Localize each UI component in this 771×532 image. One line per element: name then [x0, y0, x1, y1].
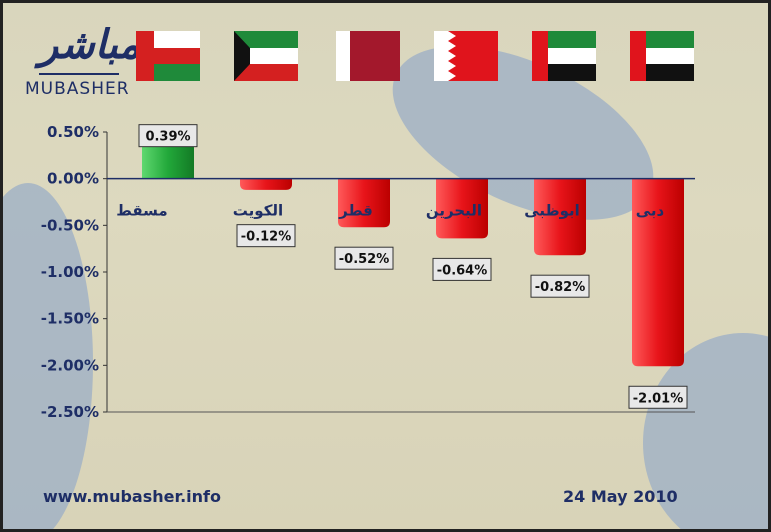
flag-bahrain-icon [434, 31, 498, 81]
data-label-box [530, 274, 590, 298]
category-label: الكويت [233, 202, 283, 220]
flag-oman-icon [136, 31, 200, 81]
y-tick-label: -2.00% [41, 356, 99, 374]
bar [338, 178, 390, 228]
y-tick-label: -0.50% [41, 216, 99, 234]
data-label-box [628, 385, 688, 409]
data-label-box [432, 257, 492, 281]
bar [240, 178, 292, 190]
logo: مباشر [39, 22, 141, 68]
data-label: -2.01% [633, 391, 684, 406]
category-label: دبى [636, 202, 665, 220]
data-label: -0.64% [437, 263, 488, 278]
data-label-box [334, 246, 394, 270]
y-tick-label: -2.50% [41, 403, 99, 421]
y-tick-label: -1.00% [41, 263, 99, 281]
bar [142, 142, 194, 179]
flag-uae-icon [630, 31, 694, 81]
y-tick-label: 0.00% [47, 170, 99, 188]
category-label: مسقط [116, 202, 167, 220]
category-label: البحرين [426, 202, 482, 220]
data-label: -0.52% [339, 252, 390, 267]
logo-divider [39, 73, 119, 75]
data-label-box [236, 224, 296, 248]
category-label: ابوظبى [524, 202, 580, 220]
category-label: قطر [338, 202, 373, 220]
date-text: 24 May 2010 [563, 487, 678, 506]
bar [632, 178, 684, 367]
data-label: 0.39% [145, 130, 190, 145]
flag-uae-icon [532, 31, 596, 81]
flag-qatar-icon [336, 31, 400, 81]
bar-chart: 0.50% 0.00% -0.50% -1.00% -1.50% -2.00% -2.50%… [41, 31, 695, 421]
logo-text: MUBASHER [25, 79, 130, 99]
flag-kuwait-icon [234, 31, 298, 81]
bar [534, 178, 586, 256]
data-label: -0.12% [241, 230, 292, 245]
y-tick-label: 0.50% [47, 123, 99, 141]
bar [436, 178, 488, 239]
data-label-box [138, 124, 198, 148]
website-text: www.mubasher.info [43, 487, 221, 506]
data-label: -0.82% [535, 280, 586, 295]
y-tick-label: -1.50% [41, 310, 99, 328]
